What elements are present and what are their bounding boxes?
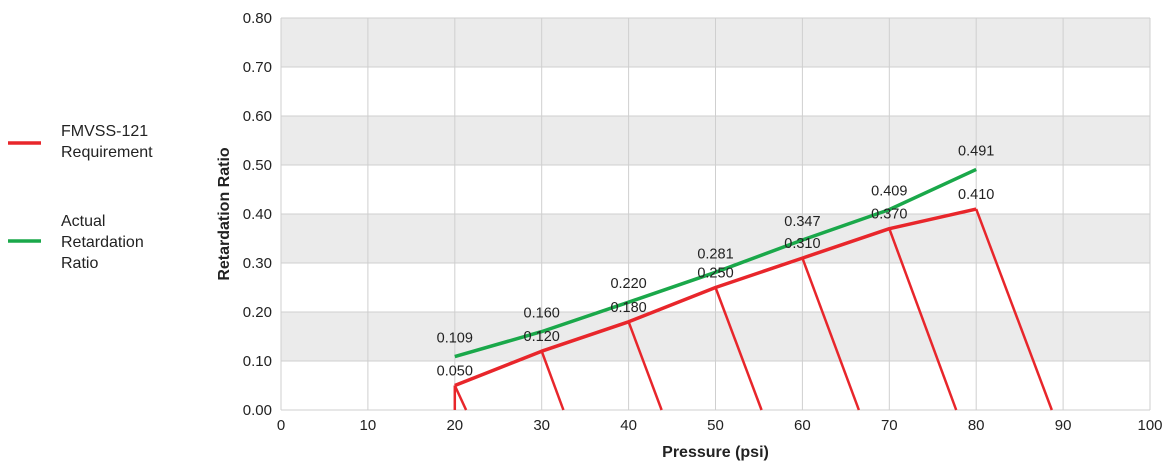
y-tick-label: 0.00 [243,402,272,419]
y-tick-label: 0.10 [243,353,272,370]
y-axis-title: Retardation Ratio [216,147,233,281]
x-tick-label: 20 [446,417,463,434]
y-tick-label: 0.70 [243,59,272,76]
requirement-data-label: 0.250 [697,266,733,282]
x-tick-label: 70 [881,417,898,434]
y-tick-label: 0.60 [243,108,272,125]
y-tick-label: 0.50 [243,157,272,174]
requirement-drop-line [540,350,565,411]
requirement-data-label: 0.120 [524,329,560,345]
actual-data-label: 0.409 [871,184,907,200]
x-tick-label: 40 [620,417,637,434]
y-tick-label: 0.80 [243,10,272,27]
requirement-data-label: 0.050 [437,364,473,380]
x-tick-label: 0 [277,417,285,434]
requirement-drop-line [453,384,468,411]
actual-data-label: 0.160 [524,306,560,322]
y-tick-label: 0.30 [243,255,272,272]
x-tick-label: 90 [1055,417,1072,434]
requirement-data-label: 0.410 [958,187,994,203]
requirement-drop-line [975,208,1053,411]
requirement-drop-line [714,287,763,411]
y-tick-label: 0.20 [243,304,272,321]
requirement-data-label: 0.370 [871,207,907,223]
actual-data-label: 0.220 [610,276,646,292]
x-tick-label: 50 [707,417,724,434]
legend-label-actual: Retardation [61,234,144,251]
actual-series-line [454,167,977,359]
requirement-drop-line [801,257,861,411]
x-tick-label: 60 [794,417,811,434]
legend-label-requirement: Requirement [61,144,153,161]
x-tick-label: 100 [1137,417,1162,434]
x-tick-label: 80 [968,417,985,434]
y-tick-label: 0.40 [243,206,272,223]
requirement-drop-line [888,228,958,411]
requirement-data-label: 0.310 [784,236,820,252]
x-tick-label: 30 [533,417,550,434]
actual-data-label: 0.347 [784,214,820,230]
legend-label-actual: Ratio [61,255,98,272]
requirement-data-label: 0.180 [610,300,646,316]
actual-data-label: 0.491 [958,143,994,159]
x-tick-label: 10 [360,417,377,434]
requirement-drop-line [627,321,663,411]
actual-data-label: 0.281 [697,246,733,262]
x-axis-title: Pressure (psi) [662,444,769,461]
requirement-series-line [454,207,977,388]
legend-label-actual: Actual [61,213,105,230]
legend-label-requirement: FMVSS-121 [61,123,148,140]
actual-data-label: 0.109 [437,331,473,347]
